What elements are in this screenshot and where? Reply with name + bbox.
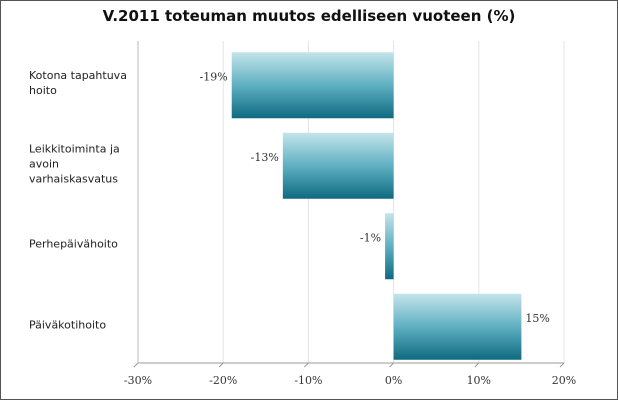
tick-mark — [218, 362, 224, 368]
x-tick-label: -10% — [294, 374, 322, 387]
x-tick-label: 20% — [552, 374, 576, 387]
x-tick-label: 10% — [467, 374, 491, 387]
value-label: 15% — [525, 312, 549, 325]
value-label: -1% — [360, 231, 381, 244]
value-label: -13% — [251, 151, 279, 164]
y-tick-label: Kotona tapahtuva hoito — [29, 69, 127, 98]
y-tick-label: Päiväkotihoito — [29, 318, 107, 332]
bar — [393, 293, 522, 360]
tick-mark — [389, 362, 394, 368]
value-label: -19% — [200, 70, 228, 83]
x-tick-label: -20% — [209, 374, 237, 387]
tick-mark — [559, 362, 565, 368]
chart-title: V.2011 toteuman muutos edelliseen vuotee… — [102, 7, 516, 25]
y-tick-label: Leikkitoiminta ja avoin varhaiskasvatus — [29, 142, 120, 186]
bar — [282, 132, 394, 199]
tick-mark — [304, 362, 309, 368]
tick-mark — [474, 362, 480, 368]
bar — [385, 213, 394, 280]
y-tick-label: Perhepäivähoito — [29, 237, 118, 251]
bar — [231, 52, 394, 119]
x-tick-label: -30% — [124, 374, 152, 387]
x-tick-label: 0% — [385, 374, 402, 387]
tick-mark — [133, 362, 139, 368]
